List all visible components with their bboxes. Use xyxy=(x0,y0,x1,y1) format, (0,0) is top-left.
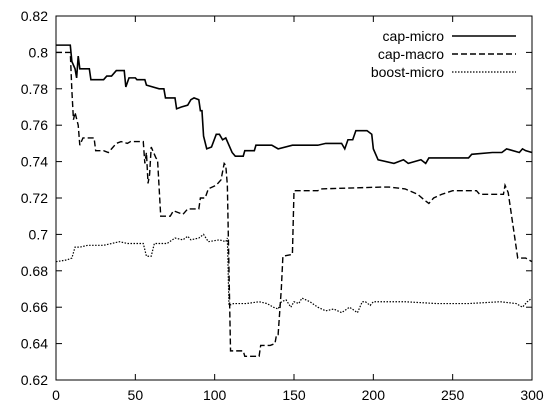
y-tick-label: 0.76 xyxy=(21,117,48,133)
series-layer xyxy=(55,44,533,358)
legend-label-cap-micro: cap-micro xyxy=(383,28,445,44)
series-line-cap-macro xyxy=(56,51,533,358)
x-tick-label: 50 xyxy=(128,387,144,403)
x-axis: 0 50 100 150 200 250 300 xyxy=(52,16,544,403)
x-tick-label: 200 xyxy=(362,387,386,403)
y-tick-label: 0.68 xyxy=(21,263,48,279)
x-tick-label: 300 xyxy=(520,387,544,403)
legend: cap-micro cap-macro boost-micro xyxy=(371,28,516,80)
y-axis: 0.62 0.64 0.66 0.68 0.7 0.72 0.74 0.76 0.78 0.8 0.… xyxy=(21,8,532,388)
series-line-boost-micro xyxy=(55,233,533,314)
y-tick-label: 0.7 xyxy=(29,226,49,242)
x-tick-label: 100 xyxy=(203,387,227,403)
y-tick-label: 0.72 xyxy=(21,190,48,206)
x-tick-label: 0 xyxy=(52,387,60,403)
legend-label-cap-macro: cap-macro xyxy=(378,46,444,62)
x-tick-label: 150 xyxy=(282,387,306,403)
y-tick-label: 0.62 xyxy=(21,372,48,388)
y-tick-label: 0.66 xyxy=(21,299,48,315)
legend-label-boost-micro: boost-micro xyxy=(371,64,444,80)
x-tick-label: 250 xyxy=(441,387,465,403)
y-tick-label: 0.64 xyxy=(21,336,48,352)
y-tick-label: 0.82 xyxy=(21,8,48,24)
series-line-cap-micro xyxy=(56,44,533,165)
y-tick-label: 0.78 xyxy=(21,81,48,97)
y-tick-label: 0.74 xyxy=(21,154,48,170)
y-tick-label: 0.8 xyxy=(29,44,49,60)
